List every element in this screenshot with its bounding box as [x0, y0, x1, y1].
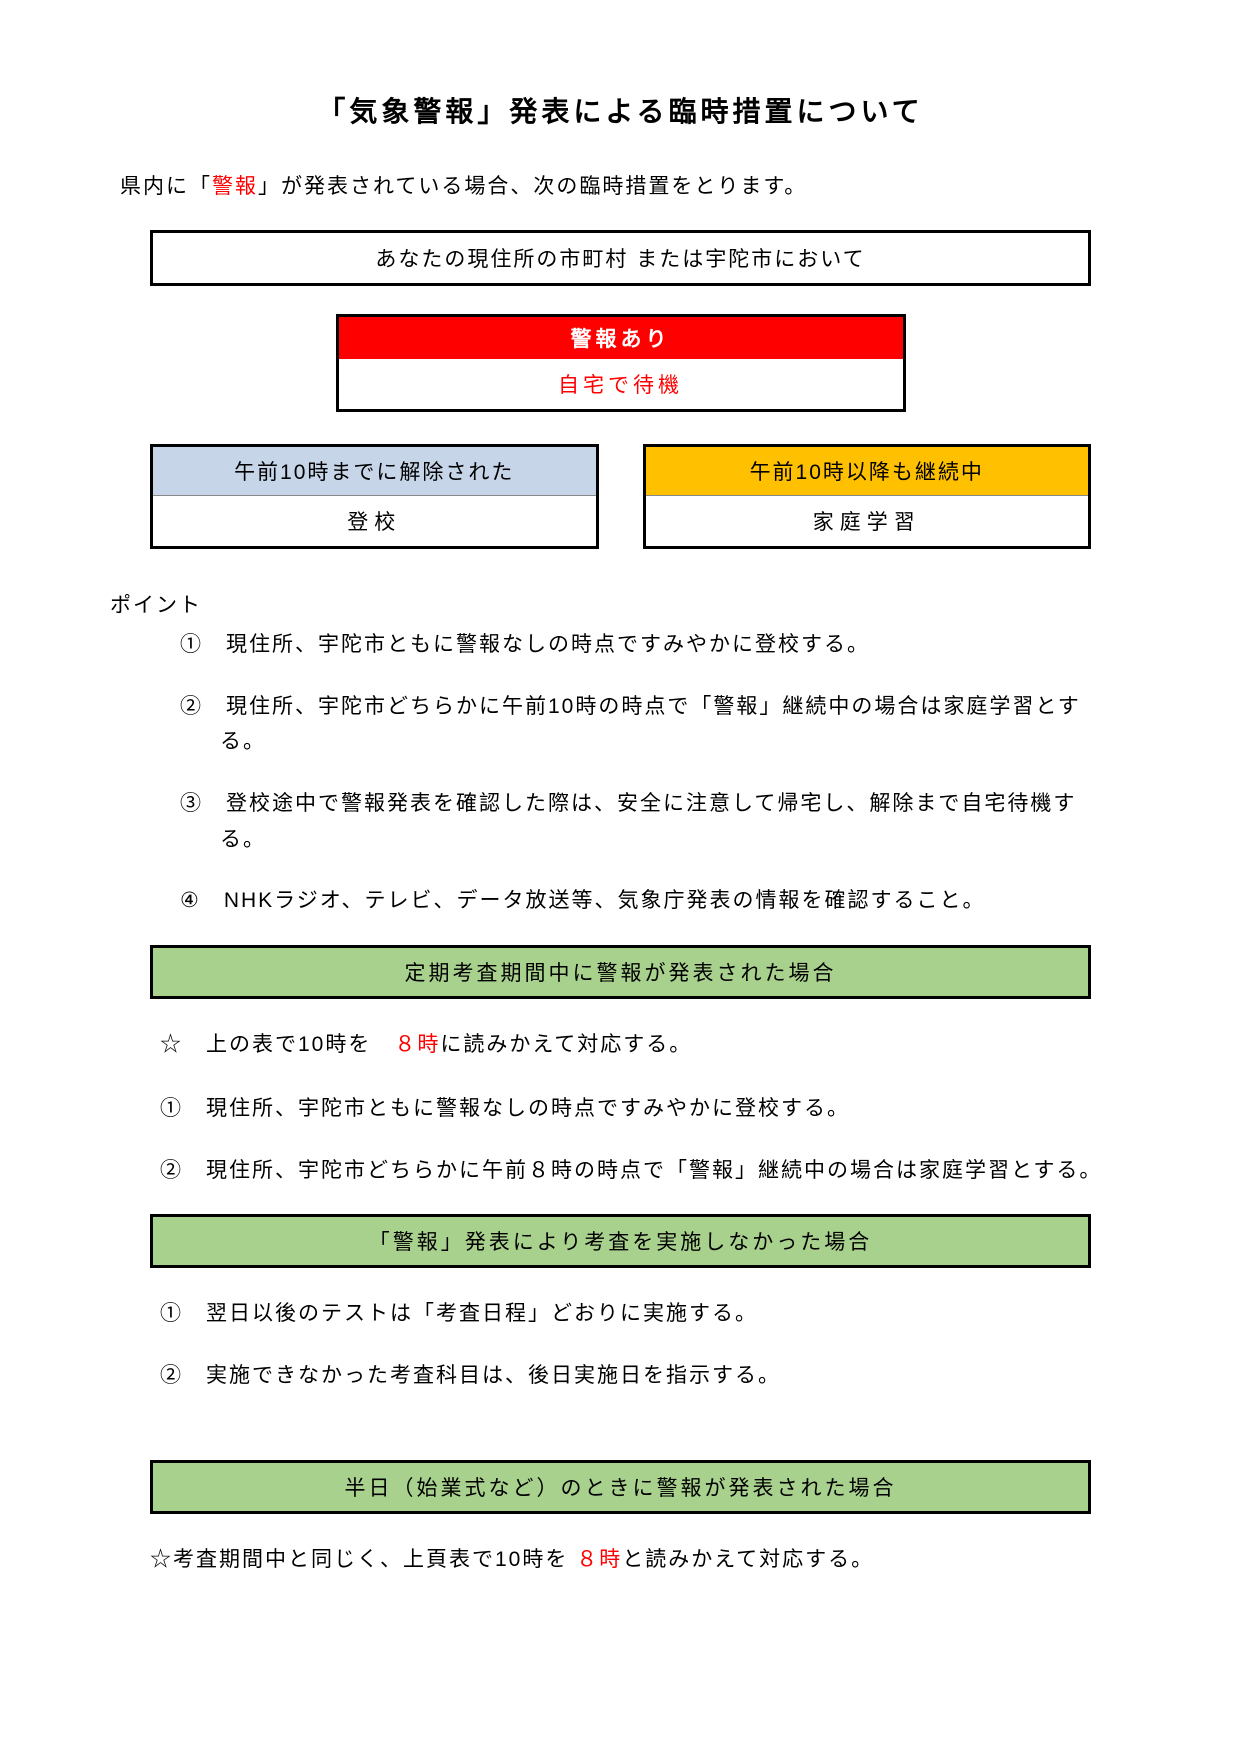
page-title: 「気象警報」発表による臨時措置について [110, 90, 1131, 130]
intro-keiho: 警報 [212, 175, 258, 198]
section2-item-2: ② 実施できなかった考査科目は、後日実施日を指示する。 [160, 1358, 1111, 1394]
section1-header: 定期考査期間中に警報が発表された場合 [150, 945, 1091, 999]
two-column-row: 午前10時までに解除された 登校 午前10時以降も継続中 家庭学習 [150, 444, 1091, 549]
intro-suffix: 」が発表されている場合、次の臨時措置をとります。 [258, 175, 807, 198]
intro-prefix: 県内に「 [120, 175, 212, 198]
warning-box: 警報あり 自宅で待機 [336, 314, 906, 412]
section3-star: ☆考査期間中と同じく、上頁表で10時を ８時と読みかえて対応する。 [150, 1542, 1131, 1578]
left-header: 午前10時までに解除された [153, 447, 596, 495]
point-2: ② 現住所、宇陀市どちらかに午前10時の時点で「警報」継続中の場合は家庭学習とす… [180, 689, 1111, 760]
section3-star-prefix: ☆考査期間中と同じく、上頁表で10時を [150, 1548, 576, 1571]
section3-star-red: ８時 [576, 1548, 622, 1571]
section1-star-suffix: に読みかえて対応する。 [440, 1033, 692, 1056]
section1-item-2: ② 現住所、宇陀市どちらかに午前８時の時点で「警報」継続中の場合は家庭学習とする… [160, 1153, 1111, 1189]
right-header: 午前10時以降も継続中 [646, 447, 1089, 495]
warning-body: 自宅で待機 [339, 359, 903, 409]
section3-header: 半日（始業式など）のときに警報が発表された場合 [150, 1460, 1091, 1514]
points-heading: ポイント [110, 589, 1131, 619]
right-body: 家庭学習 [646, 495, 1089, 546]
point-3: ③ 登校途中で警報発表を確認した際は、安全に注意して帰宅し、解除まで自宅待機する… [180, 786, 1111, 857]
points-list: ① 現住所、宇陀市ともに警報なしの時点ですみやかに登校する。 ② 現住所、宇陀市… [180, 627, 1111, 919]
section1-star: ☆ 上の表で10時を ８時に読みかえて対応する。 [160, 1027, 1131, 1063]
warning-header: 警報あり [339, 317, 903, 359]
section2-list: ① 翌日以後のテストは「考査日程」どおりに実施する。 ② 実施できなかった考査科… [160, 1296, 1111, 1393]
intro-line: 県内に「警報」が発表されている場合、次の臨時措置をとります。 [120, 170, 1131, 200]
section1-star-prefix: ☆ 上の表で10時を [160, 1033, 394, 1056]
left-column: 午前10時までに解除された 登校 [150, 444, 599, 549]
section3-star-suffix: と読みかえて対応する。 [622, 1548, 874, 1571]
section2-header: 「警報」発表により考査を実施しなかった場合 [150, 1214, 1091, 1268]
section1-item-1: ① 現住所、宇陀市ともに警報なしの時点ですみやかに登校する。 [160, 1091, 1111, 1127]
left-body: 登校 [153, 495, 596, 546]
section1-star-red: ８時 [394, 1033, 440, 1056]
section1-list: ① 現住所、宇陀市ともに警報なしの時点ですみやかに登校する。 ② 現住所、宇陀市… [160, 1091, 1111, 1188]
top-box: あなたの現住所の市町村 または宇陀市において [150, 230, 1091, 286]
point-4: ④ NHKラジオ、テレビ、データ放送等、気象庁発表の情報を確認すること。 [180, 883, 1111, 919]
section2-item-1: ① 翌日以後のテストは「考査日程」どおりに実施する。 [160, 1296, 1111, 1332]
right-column: 午前10時以降も継続中 家庭学習 [643, 444, 1092, 549]
point-1: ① 現住所、宇陀市ともに警報なしの時点ですみやかに登校する。 [180, 627, 1111, 663]
